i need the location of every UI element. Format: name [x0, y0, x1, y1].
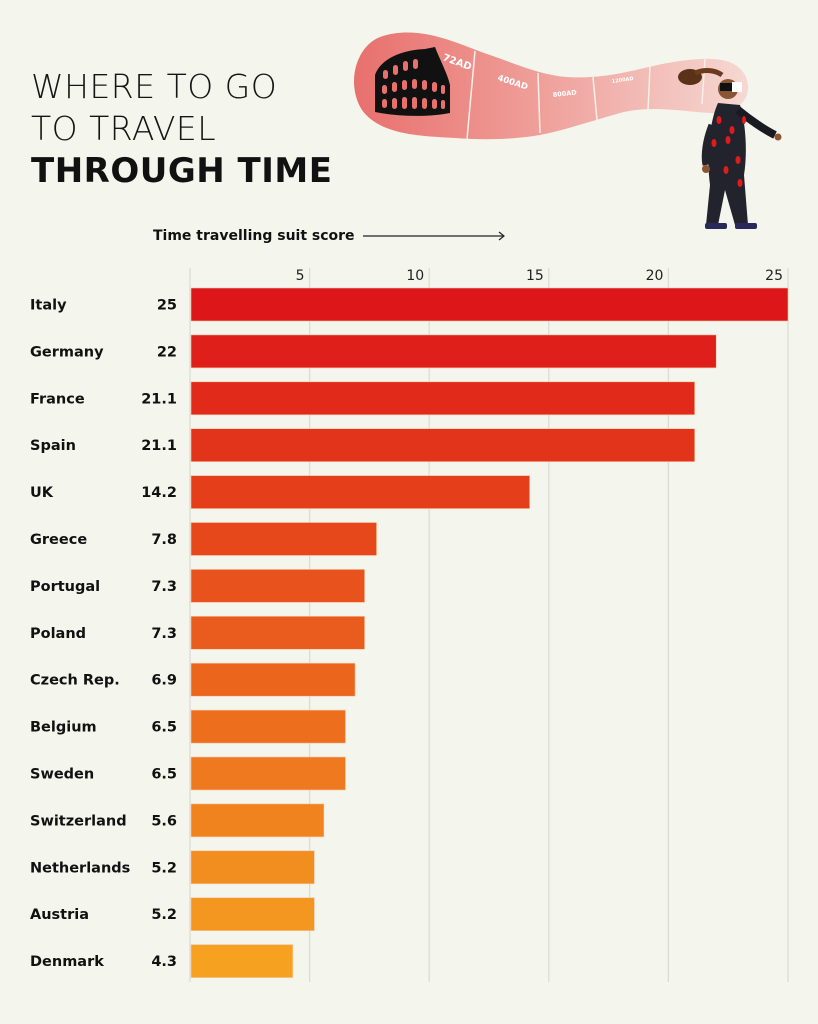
value-labels: 25 22 21.1 21.1 14.2 7.8 7.3 7.3 6.9 6.5 6.5 5.6 5.2…	[141, 298, 177, 971]
category-label: Greece	[30, 532, 87, 548]
value-label: 21.1	[141, 391, 177, 407]
value-label: 7.8	[151, 532, 177, 548]
category-label: Poland	[30, 626, 86, 642]
page-title: WHERE TO GO TO TRAVEL THROUGH TIME	[31, 66, 332, 192]
category-label: Belgium	[30, 720, 97, 736]
time-portal-illustration: 72AD 400AD 800AD 1200AD	[353, 32, 782, 229]
value-label: 5.2	[151, 907, 177, 923]
bar-netherlands	[190, 850, 315, 885]
x-tick-labels: 5 10 15 20 25	[296, 268, 783, 284]
title-line-1: WHERE TO GO	[31, 67, 278, 106]
bar-greece	[190, 522, 377, 556]
value-label: 22	[157, 344, 177, 360]
category-label: Austria	[30, 907, 89, 923]
bar-denmark	[190, 944, 294, 978]
x-tick-label: 10	[406, 268, 424, 284]
bar-germany	[190, 334, 717, 369]
x-axis-label: Time travelling suit score	[153, 228, 355, 244]
time-portal	[353, 32, 749, 140]
era-dividers	[466, 50, 706, 140]
colosseum-icon	[375, 47, 450, 116]
category-label: Czech Rep.	[30, 673, 120, 689]
x-tick-label: 15	[526, 268, 544, 284]
value-label: 5.2	[151, 860, 177, 876]
x-tick-label: 20	[646, 268, 664, 284]
arrow-right-icon	[362, 231, 505, 241]
category-label: Denmark	[30, 954, 104, 970]
bar-portugal	[190, 569, 365, 603]
value-label: 21.1	[141, 438, 177, 454]
bar-uk	[190, 475, 530, 509]
bar-sweden	[190, 756, 346, 791]
axis-caption: Time travelling suit score	[153, 228, 508, 244]
category-label: UK	[30, 485, 54, 501]
category-label: Sweden	[30, 767, 94, 783]
bars	[190, 287, 789, 978]
bar-poland	[190, 615, 365, 650]
value-label: 25	[157, 298, 177, 314]
value-label: 6.5	[151, 720, 177, 736]
bar-france	[190, 381, 696, 416]
title-line-3: THROUGH TIME	[31, 151, 333, 191]
value-label: 7.3	[151, 626, 177, 642]
bar-spain	[190, 428, 696, 463]
era-label-1200ad: 1200AD	[611, 76, 634, 85]
category-labels: Italy Germany France Spain UK Greece Portugal P…	[30, 298, 130, 971]
bar-belgium	[190, 709, 346, 744]
bar-austria	[190, 897, 315, 932]
x-tick-label: 25	[765, 268, 783, 284]
category-label: Portugal	[30, 579, 100, 595]
category-label: Netherlands	[30, 860, 130, 876]
bar-switzerland	[190, 803, 325, 838]
category-label: Italy	[30, 298, 67, 314]
title-line-2: TO TRAVEL	[31, 109, 217, 148]
value-label: 6.9	[151, 673, 177, 689]
category-label: Germany	[30, 344, 104, 360]
value-label: 5.6	[151, 813, 177, 829]
category-label: France	[30, 391, 85, 407]
x-tick-label: 5	[296, 268, 305, 284]
category-label: Switzerland	[30, 813, 127, 829]
category-label: Spain	[30, 438, 76, 454]
value-label: 4.3	[151, 954, 177, 970]
era-label-800ad: 800AD	[552, 88, 577, 99]
value-label: 7.3	[151, 579, 177, 595]
bar-italy	[190, 287, 789, 322]
time-traveller-figure	[678, 68, 782, 229]
value-label: 14.2	[141, 485, 177, 501]
bar-czech-rep	[190, 662, 356, 697]
value-label: 6.5	[151, 767, 177, 783]
